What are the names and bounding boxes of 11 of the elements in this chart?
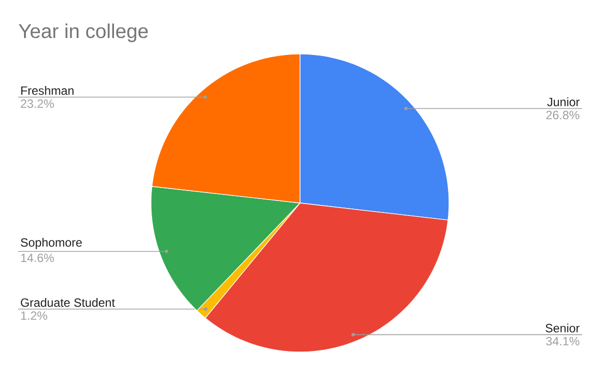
slice-label: Graduate Student: [20, 298, 115, 307]
slice-label: Senior: [546, 324, 580, 332]
slice-label: Freshman: [21, 86, 74, 95]
data-label: 34.1%: [546, 336, 580, 346]
data-label: 26.8%: [546, 110, 580, 120]
data-label: 23.2%: [20, 99, 54, 108]
chart-title: Year in college: [18, 24, 148, 42]
data-label: 14.6%: [21, 254, 54, 262]
slice-label: Sophomore: [20, 238, 82, 250]
slice-label: Junior: [547, 97, 580, 106]
data-label: 1.2%: [21, 311, 48, 320]
